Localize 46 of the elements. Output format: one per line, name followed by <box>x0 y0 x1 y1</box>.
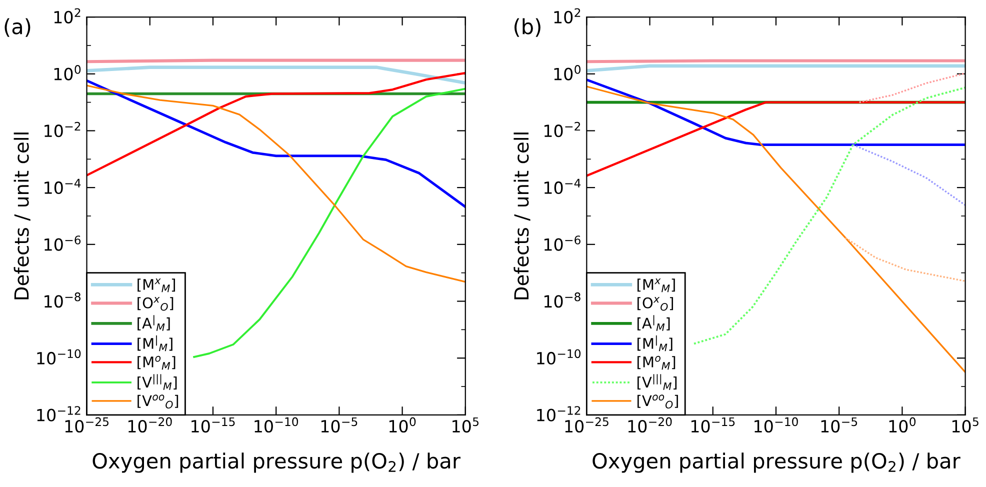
y-tick-label: 10$^{−2}$ <box>44 122 80 138</box>
legend-label: [V$^{oo}$$_{O}$] <box>138 394 178 409</box>
legend-label: [M$^{o}$$_{M}$] <box>138 356 176 370</box>
y-tick-label: 10$^{−10}$ <box>37 349 81 365</box>
legend-label: [O$^{x}$$_{O}$] <box>638 297 674 311</box>
y-tick-label: 10$^{−8}$ <box>44 292 81 308</box>
chart-title: (a) <box>4 18 30 37</box>
x-tick-label: 10$^{−5}$ <box>321 417 358 433</box>
legend-label: [V$^{|||}$$_{M}$] <box>138 374 177 390</box>
x-tick-label: 10$^{−15}$ <box>192 417 235 433</box>
x-axis-title: Oxygen partial pressure p(O$_{2}$) / bar <box>92 452 460 473</box>
x-tick-label: 10$^{−20}$ <box>128 417 172 433</box>
legend-label: [M$^{x}$$_{M}$] <box>638 278 675 292</box>
chart-title: (b) <box>514 18 540 37</box>
legend-label: [M$^{x}$$_{M}$] <box>138 278 175 292</box>
y-tick-label: 10$^{−2}$ <box>544 122 580 138</box>
y-axis-title: Defects / unit cell <box>14 132 30 300</box>
x-tick-label: 10$^{−20}$ <box>628 417 672 433</box>
x-tick-label: 10$^{5}$ <box>452 417 478 433</box>
x-tick-label: 10$^{0}$ <box>889 417 916 433</box>
y-axis-title: Defects / unit cell <box>514 132 530 300</box>
x-tick-label: 10$^{−10}$ <box>254 417 298 433</box>
legend-label: [O$^{x}$$_{O}$] <box>138 297 174 311</box>
y-tick-label: 10$^{−10}$ <box>537 349 581 365</box>
legend-label: [A$^{|}$$_{M}$] <box>138 315 170 331</box>
y-tick-label: 10$^{−4}$ <box>544 178 581 194</box>
y-tick-label: 10$^{0}$ <box>54 65 81 80</box>
y-tick-label: 10$^{2}$ <box>54 8 80 24</box>
x-tick-label: 10$^{5}$ <box>952 417 978 433</box>
x-tick-label: 10$^{0}$ <box>389 417 416 433</box>
legend-label: [M$^{o}$$_{M}$] <box>638 356 676 370</box>
x-tick-label: 10$^{−5}$ <box>821 417 858 433</box>
legend-label: [V$^{oo}$$_{O}$] <box>638 394 678 409</box>
x-tick-label: 10$^{−15}$ <box>691 417 735 433</box>
y-tick-label: 10$^{−6}$ <box>44 236 81 251</box>
x-axis-title: Oxygen partial pressure p(O$_{2}$) / bar <box>592 452 960 473</box>
y-tick-label: 10$^{0}$ <box>554 65 580 80</box>
y-tick-label: 10$^{−8}$ <box>544 292 580 308</box>
x-tick-label: 10$^{−10}$ <box>754 417 798 433</box>
y-tick-label: 10$^{2}$ <box>554 8 580 24</box>
y-tick-label: 10$^{−4}$ <box>44 178 81 194</box>
legend-label: [M$^{|}$$_{M}$] <box>138 335 172 352</box>
legend-label: [A$^{|}$$_{M}$] <box>638 315 670 331</box>
y-tick-label: 10$^{−6}$ <box>544 236 580 251</box>
legend-label: [V$^{|||}$$_{M}$] <box>638 374 677 390</box>
legend-label: [M$^{|}$$_{M}$] <box>638 335 672 352</box>
